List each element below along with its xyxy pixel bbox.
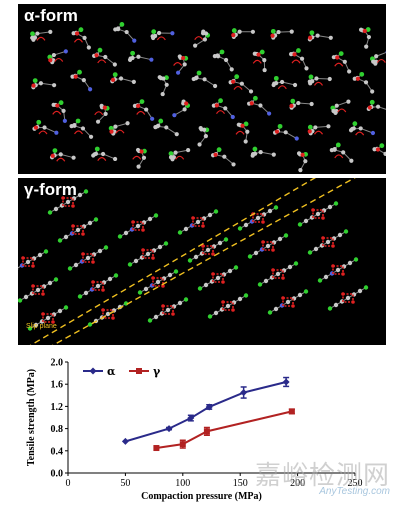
y-tick-label: 1.2	[51, 402, 64, 413]
legend-marker	[136, 368, 142, 374]
alpha-form-title: α-form	[24, 6, 78, 25]
gamma-molecules	[18, 189, 369, 331]
x-tick-label: 250	[348, 478, 363, 489]
y-tick-label: 2.0	[51, 358, 64, 369]
chart-canvas: 0 50 100 150 200 250 0.0 0.4 0.8 1.2 1.6 2.0 Compact…	[26, 358, 363, 503]
series-gamma	[153, 408, 295, 452]
data-point	[282, 378, 290, 386]
series-line	[156, 410, 293, 450]
x-tick-label: 50	[120, 478, 130, 489]
data-point	[288, 408, 295, 415]
data-point	[240, 389, 248, 397]
tensile-strength-chart: 0 50 100 150 200 250 0.0 0.4 0.8 1.2 1.6 2.0 Compact…	[0, 350, 400, 507]
slip-plane-lines	[29, 178, 356, 345]
y-axis-label: Tensile strength (MPa)	[26, 369, 37, 466]
data-point	[205, 403, 213, 411]
data-point	[121, 437, 129, 445]
x-axis-label: Compaction pressure (MPa)	[141, 491, 262, 502]
series-line	[125, 381, 287, 443]
y-tick-label: 0.8	[51, 424, 64, 435]
data-point	[165, 425, 173, 433]
data-point	[179, 441, 186, 448]
legend-marker	[89, 367, 97, 375]
alpha-form-crystal-panel: α-form	[18, 4, 386, 174]
alpha-crystal-structure-image	[30, 22, 386, 173]
chart-axes: 0 50 100 150 200 250 0.0 0.4 0.8 1.2 1.6 2.0	[51, 358, 363, 490]
data-point	[153, 445, 160, 452]
x-tick-label: 100	[175, 478, 190, 489]
slip-plane-label: Slip plane	[26, 323, 57, 330]
x-tick-label: 200	[290, 478, 305, 489]
series-alpha	[121, 376, 290, 445]
legend-label: γ	[153, 365, 161, 378]
y-tick-label: 0.4	[51, 446, 64, 457]
gamma-form-title: γ-form	[24, 180, 77, 199]
slip-plane-line-lower	[51, 178, 356, 345]
y-tick-label: 1.6	[51, 380, 64, 391]
gamma-crystal-structure-image	[18, 178, 369, 345]
x-tick-label: 0	[66, 478, 71, 489]
alpha-molecules	[30, 22, 386, 173]
y-tick-label: 0.0	[51, 469, 64, 480]
data-point	[203, 428, 210, 435]
legend-label: α	[107, 365, 116, 378]
x-tick-label: 150	[233, 478, 248, 489]
slip-plane-line-upper	[29, 178, 316, 345]
data-point	[187, 414, 195, 422]
gamma-form-crystal-panel: γ-form Slip plane	[18, 178, 386, 345]
